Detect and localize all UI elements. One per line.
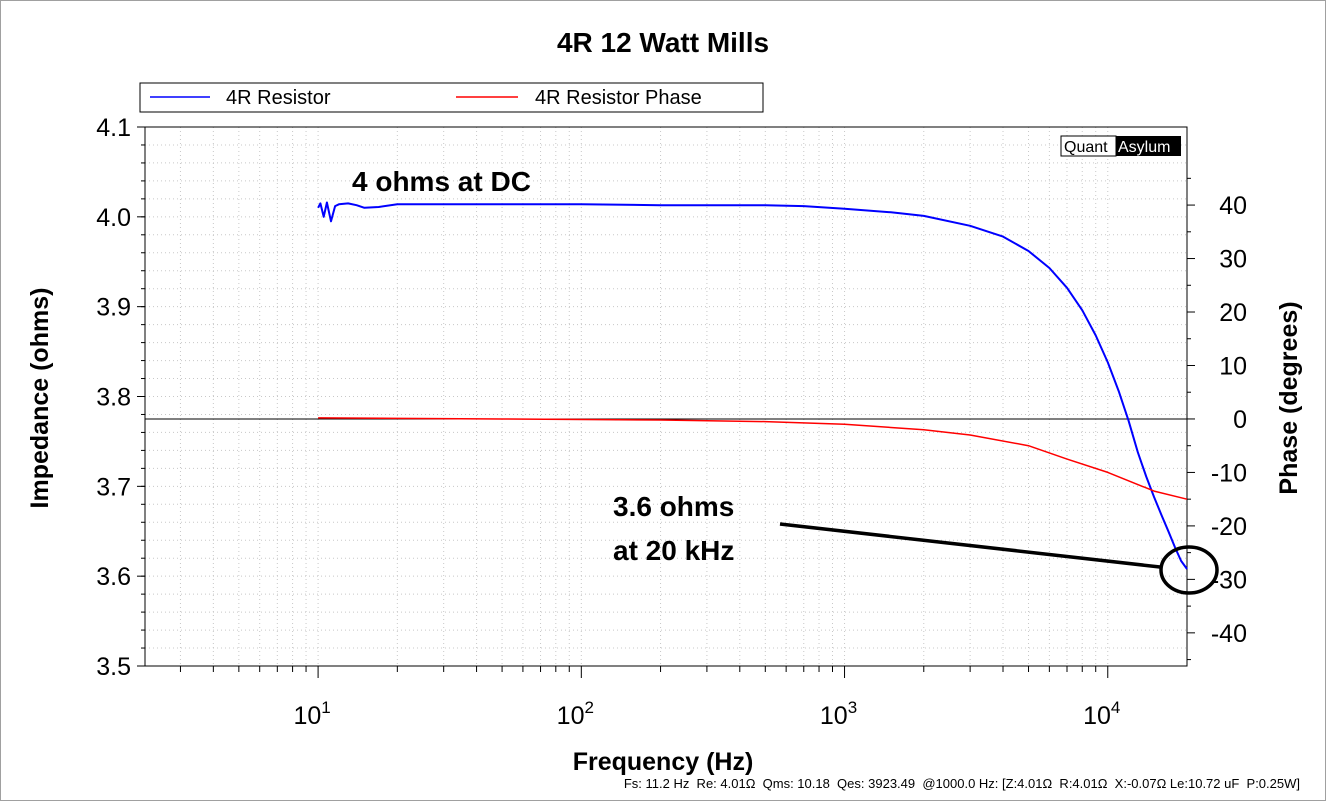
y-tick-label: 4.0 xyxy=(96,204,131,232)
x-tick-label: 104 xyxy=(1083,698,1120,730)
annotation-20khz-line1: 3.6 ohms xyxy=(613,491,734,522)
legend-label-phase: 4R Resistor Phase xyxy=(535,87,702,109)
x-tick-label-base: 10 xyxy=(1083,702,1111,730)
watermark: Quant Asylum xyxy=(1060,135,1181,157)
x-tick-label-exponent: 2 xyxy=(584,698,593,717)
x-tick-label-exponent: 4 xyxy=(1111,698,1120,717)
legend-label-impedance: 4R Resistor xyxy=(226,87,331,109)
y-tick-label: 4.1 xyxy=(96,114,131,142)
y2-tick-label: -40 xyxy=(1211,620,1247,648)
impedance-series-line xyxy=(317,201,1188,570)
series xyxy=(317,201,1188,570)
x-axis-label: Frequency (Hz) xyxy=(573,748,754,776)
x-tick-label: 102 xyxy=(557,698,594,730)
watermark-text-quant: Quant xyxy=(1064,139,1108,156)
y-tick-label: 3.8 xyxy=(96,384,131,412)
y2-tick-label: 30 xyxy=(1219,246,1247,274)
y-ticks: 3.5 3.6 3.7 3.8 3.9 4.0 4.1 xyxy=(96,114,145,681)
phase-series-line xyxy=(318,417,1188,500)
y-axis-label: Impedance (ohms) xyxy=(26,288,54,509)
y-tick-label: 3.9 xyxy=(96,294,131,322)
annotation-arrow xyxy=(779,522,1161,569)
x-tick-label-exponent: 3 xyxy=(848,698,857,717)
x-tick-label-base: 10 xyxy=(557,702,585,730)
y-tick-label: 3.5 xyxy=(96,653,131,681)
y2-tick-label: 40 xyxy=(1219,192,1247,220)
y2-tick-label: 0 xyxy=(1233,406,1247,434)
legend-box xyxy=(139,82,764,113)
x-tick-label: 101 xyxy=(293,698,330,730)
y-tick-label: 3.7 xyxy=(96,473,131,501)
chart-title: 4R 12 Watt Mills xyxy=(557,27,769,58)
x-tick-label-base: 10 xyxy=(293,702,321,730)
grid xyxy=(145,127,1187,666)
x-ticks: 101 102 103 104 xyxy=(179,666,1120,730)
measurement-footer: Fs: 11.2 Hz Re: 4.01Ω Qms: 10.18 Qes: 39… xyxy=(623,776,1300,791)
annotation-20khz-line2: at 20 kHz xyxy=(613,535,734,566)
x-tick-label: 103 xyxy=(820,698,857,730)
annotation-dc: 4 ohms at DC xyxy=(352,166,531,197)
watermark-text-asylum: Asylum xyxy=(1118,139,1170,156)
y2-tick-label: -10 xyxy=(1211,459,1247,487)
y2-tick-label: -20 xyxy=(1211,513,1247,541)
annotation-circle xyxy=(1159,545,1219,595)
watermark-box-right xyxy=(1116,136,1181,156)
legend: 4R Resistor 4R Resistor Phase xyxy=(139,82,764,113)
y2-axis-label: Phase (degrees) xyxy=(1275,301,1303,494)
y2-tick-label: 10 xyxy=(1219,352,1247,380)
y-tick-label: 3.6 xyxy=(96,563,131,591)
x-tick-label-exponent: 1 xyxy=(321,698,330,717)
y2-tick-label: 20 xyxy=(1219,299,1247,327)
x-tick-label-base: 10 xyxy=(820,702,848,730)
